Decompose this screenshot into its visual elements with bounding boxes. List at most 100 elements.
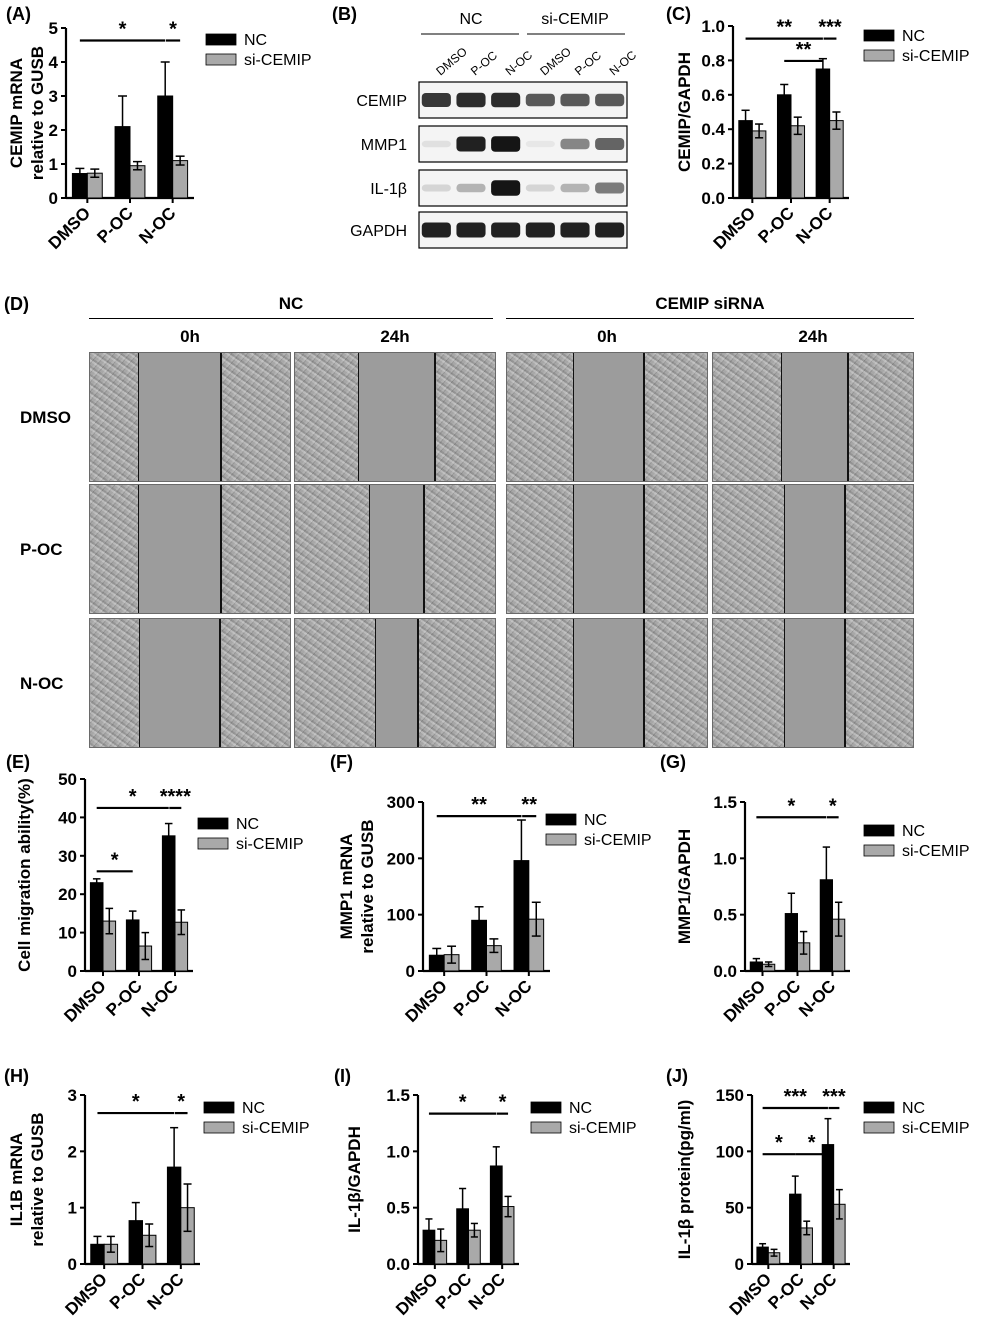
significance-label: ***	[818, 17, 842, 39]
wound-edge-line	[137, 353, 140, 481]
wound-edge-line	[434, 353, 436, 481]
bar-sicemip-p-oc	[129, 165, 146, 199]
y-tick-label: 30	[58, 847, 77, 866]
y-axis-label: relative to GUSB	[28, 1112, 47, 1246]
significance-label: *	[775, 1132, 783, 1154]
x-tick-label: P-OC	[93, 203, 136, 246]
blot-band	[525, 222, 555, 238]
y-axis-label: relative to GUSB	[358, 819, 377, 953]
significance-label: ***	[784, 1086, 808, 1108]
chart-h: (H) 0 1 2 3 IL1B mRNA relative to GUSB DMSOP-OC…	[4, 1066, 310, 1319]
y-tick-label: 1	[68, 1199, 77, 1218]
panel-f: (F) 0 100 200 300 MMP1 mRNA relative to GUSB DM…	[330, 746, 660, 1060]
chart-a: (A) 0 1 2 3 4 5 CEMIP mRNA relative to GUSB DMSO P…	[6, 4, 312, 253]
wound-edge-line	[572, 353, 575, 481]
x-tick-label: P-OC	[761, 976, 804, 1019]
y-tick-label: 50	[725, 1199, 744, 1218]
significance-label: *	[129, 786, 137, 808]
lane-label: N-OC	[607, 48, 640, 79]
x-tick-label: P-OC	[754, 203, 797, 246]
wound-edge-line	[423, 485, 425, 613]
legend-label: si-CEMIP	[902, 48, 970, 65]
bar-nc-n-oc	[166, 1166, 182, 1265]
y-tick-label: 40	[58, 808, 77, 827]
bar-nc-n-oc	[819, 879, 833, 972]
time-label: 24h	[380, 327, 410, 346]
significance-label: *	[808, 1132, 816, 1154]
wound-edge-line	[374, 619, 377, 747]
blot-band	[525, 184, 555, 192]
x-tick-label: P-OC	[432, 1269, 475, 1312]
y-tick-label: 0.2	[701, 155, 725, 174]
x-tick-label: P-OC	[450, 976, 493, 1019]
blot-band	[560, 93, 590, 107]
y-tick-label: 0.5	[386, 1199, 410, 1218]
microscopy-image	[89, 484, 291, 614]
bar-nc-n-oc	[513, 860, 530, 972]
legend-label: NC	[902, 28, 925, 45]
legend-swatch	[863, 29, 895, 42]
lane-label: DMSO	[537, 44, 574, 78]
blot-band	[421, 140, 451, 148]
microscopy-image	[712, 618, 914, 748]
lane-label: N-OC	[503, 48, 536, 79]
y-tick-label: 4	[49, 53, 59, 72]
wound-gap	[783, 485, 845, 613]
blot-band	[595, 222, 625, 238]
x-tick-label: P-OC	[102, 976, 145, 1019]
wound-gap	[374, 619, 418, 747]
x-tick-label: N-OC	[795, 976, 839, 1020]
wound-edge-line	[417, 619, 419, 747]
wound-edge-line	[220, 485, 222, 613]
microscopy-image	[89, 352, 291, 482]
microscopy-image	[294, 484, 496, 614]
legend-swatch	[205, 33, 237, 46]
bar-sicemip-p-oc	[790, 125, 806, 199]
legend-swatch	[863, 1121, 895, 1134]
panel-h: (H) 0 1 2 3 IL1B mRNA relative to GUSB DMSO P-OC…	[0, 1062, 330, 1337]
legend-swatch	[863, 49, 895, 62]
band-label: MMP1	[361, 137, 407, 154]
x-tick-label: DMSO	[45, 203, 94, 252]
wound-edge-line	[357, 353, 360, 481]
blot-band	[491, 136, 521, 152]
blot-band	[491, 92, 521, 108]
wound-edge-line	[780, 353, 783, 481]
panel-b: (B) NC si-CEMIP DMSO P-OC N-OC DMSO P-OC N-OC CEM…	[330, 0, 660, 300]
y-tick-label: 200	[387, 849, 415, 868]
bar-sicemip-n-oc	[172, 160, 189, 199]
chart-c: (C) 0.0 0.2 0.4 0.6 0.8 1.0 CEMIP/GAPDH DMSOP-OC…	[666, 4, 970, 253]
x-tick-label: DMSO	[61, 1269, 110, 1318]
bar-nc-dmso	[90, 1243, 105, 1265]
legend-label: si-CEMIP	[569, 1120, 637, 1137]
microscopy-image	[506, 352, 708, 482]
bar-nc-n-oc	[815, 68, 831, 199]
blot-band	[421, 222, 451, 238]
bar-nc-p-oc	[789, 1193, 802, 1265]
significance-label: **	[471, 794, 487, 816]
microscopy-image	[506, 618, 708, 748]
y-axis-label: MMP1 mRNA	[337, 834, 356, 940]
bar-nc-dmso	[422, 1229, 436, 1265]
legend-label: NC	[236, 816, 259, 833]
migration-grid: NC CEMIP siRNA 0h 24h 0h 24h DMSO P-OC N-OC	[0, 286, 989, 750]
bar-nc-p-oc	[114, 126, 131, 199]
legend-label: NC	[584, 812, 607, 829]
panel-j: (J) 0 50 100 150 IL-1β protein(pg/ml) DMSO P-OC…	[660, 1062, 989, 1337]
wound-edge-line	[219, 619, 221, 747]
blot-band	[595, 93, 625, 107]
wound-edge-line	[572, 485, 575, 613]
panel-label: (C)	[666, 4, 691, 24]
legend-label: NC	[902, 1100, 925, 1117]
bar-nc-p-oc	[776, 94, 792, 199]
y-tick-label: 0	[68, 962, 77, 981]
bar-nc-dmso	[71, 173, 88, 199]
time-label: 0h	[597, 327, 617, 346]
lane-label: P-OC	[468, 48, 500, 78]
wound-edge-line	[643, 619, 645, 747]
wound-edge-line	[844, 619, 846, 747]
bar-nc-n-oc	[161, 835, 176, 972]
y-axis-label: Cell migration ability(%)	[15, 778, 34, 972]
y-axis-label: CEMIP mRNA	[7, 58, 26, 168]
blot-band	[560, 222, 590, 238]
